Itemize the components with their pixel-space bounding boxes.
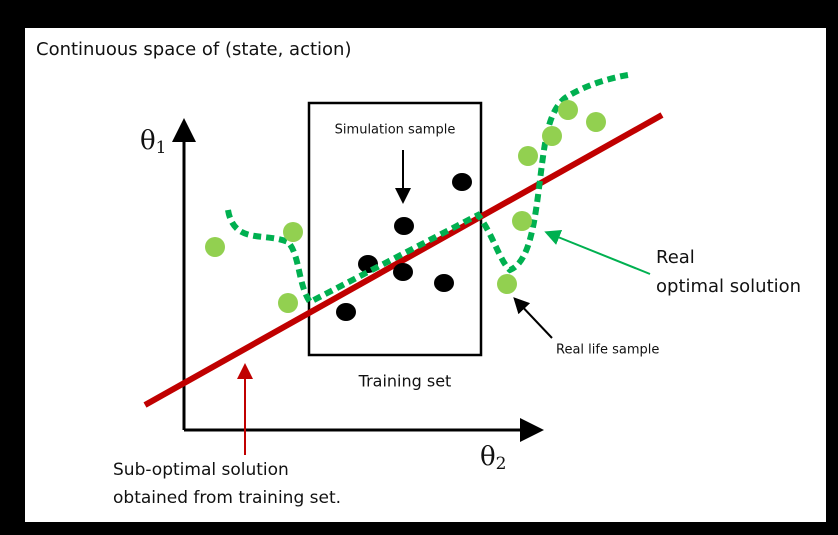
simulation-samples — [336, 173, 472, 321]
real-optimal-curve — [225, 72, 629, 306]
arrow — [544, 230, 651, 275]
sub-optimal-label: Sub-optimal solution — [113, 460, 289, 480]
real-optimal-label: optimal solution — [656, 276, 801, 297]
canvas — [25, 28, 826, 522]
sub-optimal-label: obtained from training set. — [113, 488, 341, 508]
sub-optimal-line — [143, 112, 664, 408]
x-axis-label: θ2 — [480, 442, 506, 474]
simulation-label: Simulation sample — [335, 123, 456, 138]
real-optimal-label: Real — [656, 247, 695, 268]
training-box — [307, 101, 483, 357]
training-label: Training set — [358, 372, 452, 391]
real-life-samples — [205, 100, 606, 313]
title: Continuous space of (state, action) — [36, 39, 351, 60]
arrow — [513, 297, 553, 339]
real-life-label: Real life sample — [556, 343, 659, 358]
y-axis-label: θ1 — [140, 126, 166, 158]
